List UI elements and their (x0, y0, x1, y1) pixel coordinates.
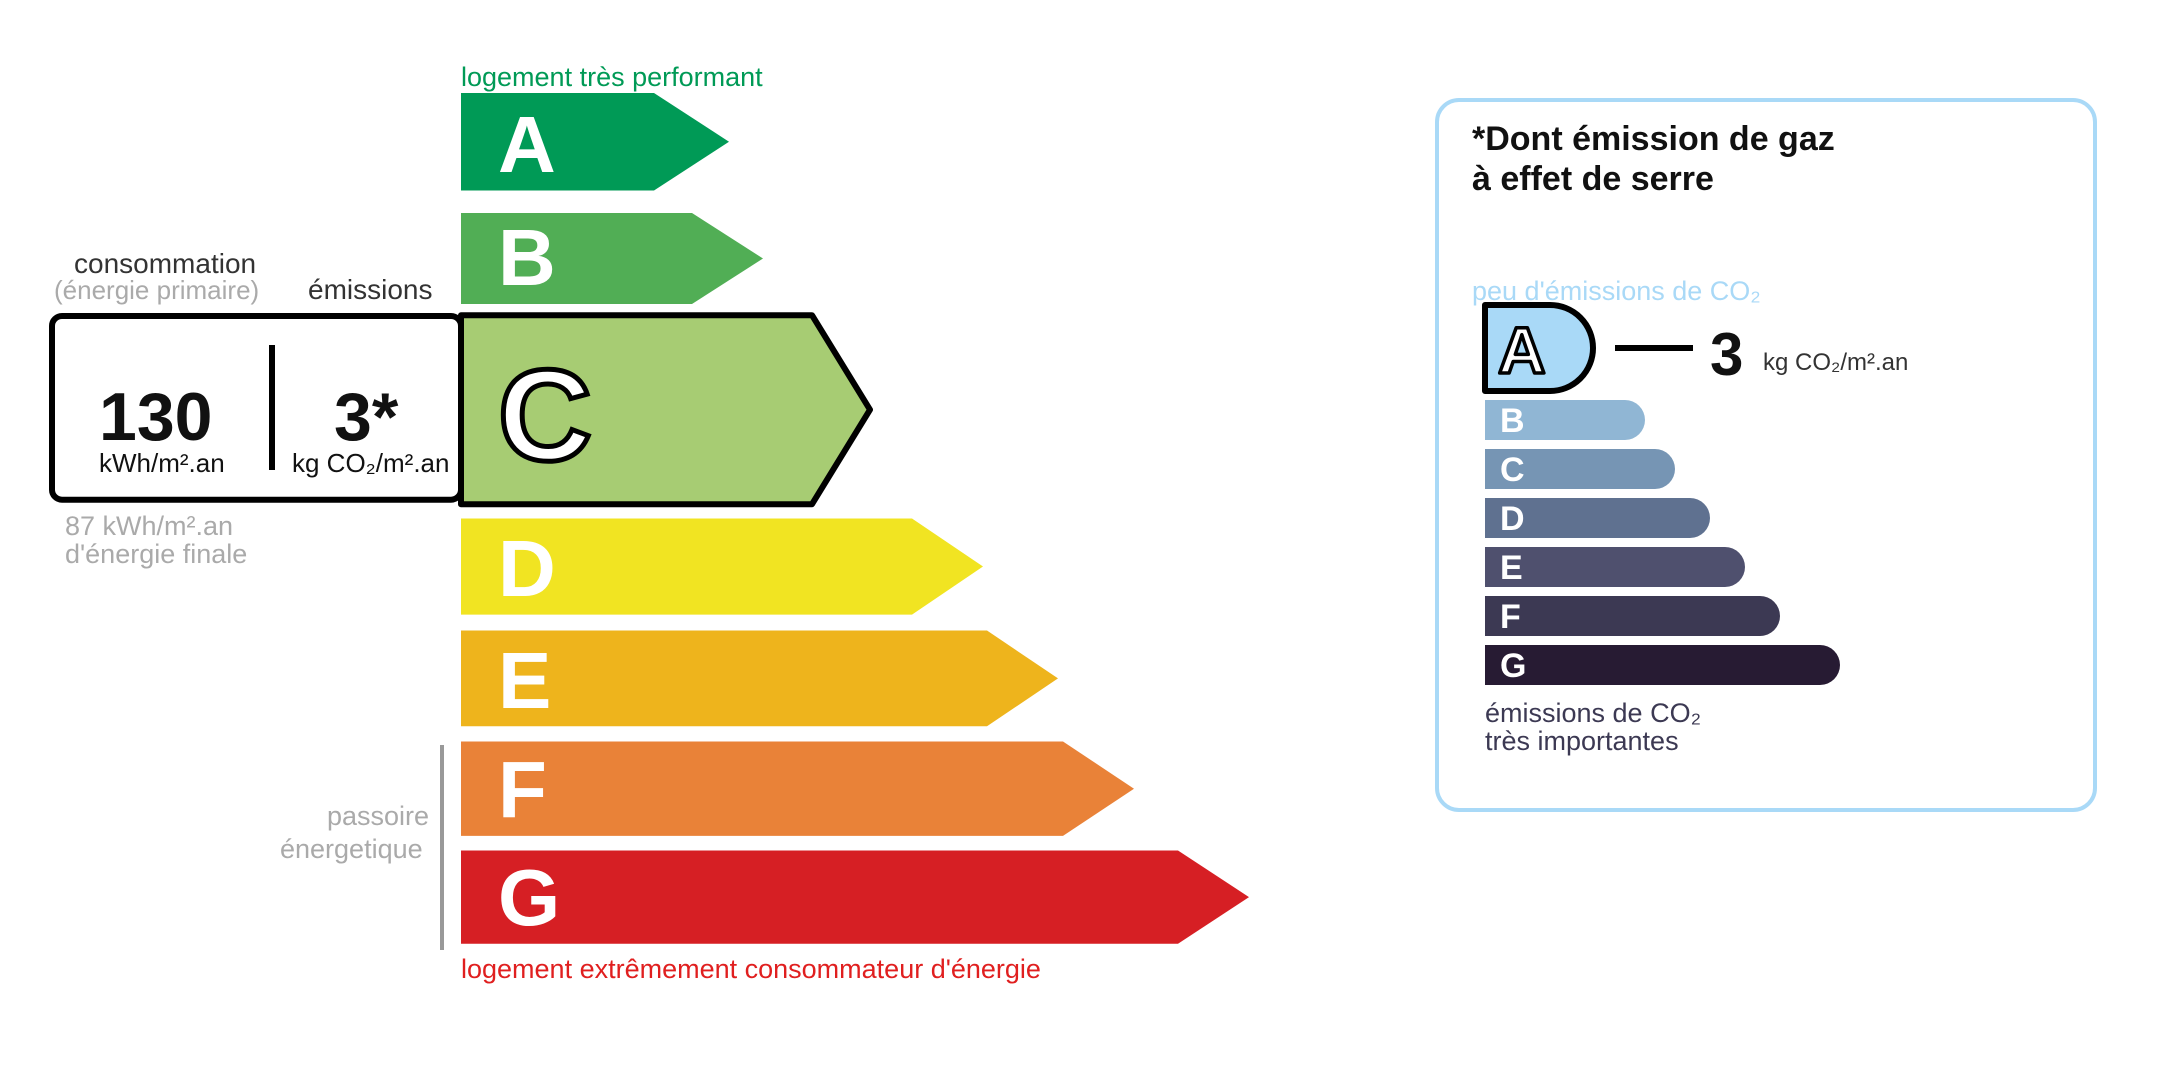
svg-text:peu d'émissions de CO₂: peu d'émissions de CO₂ (1472, 276, 1761, 306)
svg-text:émissions: émissions (308, 274, 432, 305)
svg-text:(énergie primaire): (énergie primaire) (54, 275, 259, 305)
svg-text:C: C (1500, 451, 1525, 489)
svg-text:87 kWh/m².an: 87 kWh/m².an (65, 511, 233, 541)
svg-text:kg CO₂/m².an: kg CO₂/m².an (1763, 349, 1908, 376)
svg-text:E: E (1500, 549, 1523, 587)
svg-text:E: E (498, 636, 551, 725)
svg-text:très importantes: très importantes (1485, 726, 1679, 756)
svg-text:B: B (1500, 402, 1525, 440)
svg-text:F: F (498, 745, 547, 834)
svg-text:F: F (1500, 598, 1521, 636)
svg-text:kg CO₂/m².an: kg CO₂/m².an (292, 448, 449, 478)
svg-text:kWh/m².an: kWh/m².an (99, 448, 225, 478)
svg-text:G: G (1500, 647, 1526, 685)
svg-text:à effet de serre: à effet de serre (1472, 160, 1714, 198)
svg-text:3: 3 (1710, 321, 1743, 388)
svg-text:A: A (498, 100, 556, 189)
svg-text:passoire: passoire (327, 801, 429, 831)
svg-text:émissions de CO₂: émissions de CO₂ (1485, 698, 1701, 728)
svg-text:énergetique: énergetique (280, 834, 423, 864)
svg-text:D: D (498, 524, 556, 613)
svg-text:d'énergie finale: d'énergie finale (65, 539, 247, 569)
svg-text:A: A (1498, 313, 1546, 387)
svg-text:logement extrêmement consommat: logement extrêmement consommateur d'éner… (461, 954, 1041, 984)
svg-text:D: D (1500, 500, 1525, 538)
svg-text:*Dont émission de gaz: *Dont émission de gaz (1472, 120, 1835, 158)
svg-text:G: G (498, 853, 560, 942)
svg-text:B: B (498, 213, 556, 302)
svg-text:C: C (498, 342, 592, 488)
svg-text:3*: 3* (334, 379, 399, 455)
svg-text:logement très performant: logement très performant (461, 62, 763, 92)
svg-text:130: 130 (99, 379, 212, 455)
